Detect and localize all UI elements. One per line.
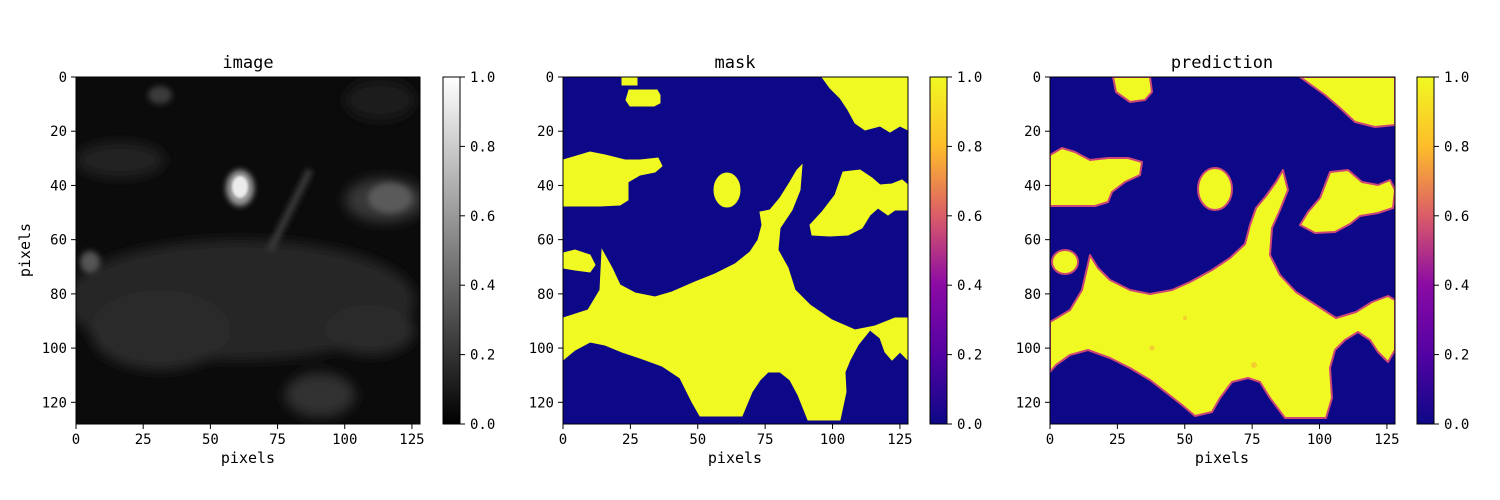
mask-x-tick-label: 50 [689,432,706,448]
prediction-y-tick-label: 60 [1024,233,1041,249]
prediction-x-tick-label: 125 [1374,432,1399,448]
image-y-tick-label: 40 [50,178,67,194]
image-y-axis-label: pixels [16,223,34,277]
image-y-tick-label: 80 [50,287,67,303]
image-colorbar-tick-label: 0.4 [470,278,495,294]
mask-heatmap [563,77,908,424]
mask-colorbar-tick-label: 0.0 [957,417,982,433]
mask-colorbar [929,76,948,425]
mask-y-tick-label: 100 [529,341,554,357]
mask-y-tick-label: 40 [537,178,554,194]
prediction-x-tick-label: 25 [1109,432,1126,448]
image-y-tick-label: 60 [50,233,67,249]
prediction-x-tick-label: 75 [1244,432,1261,448]
image-y-tick-label: 100 [42,341,67,357]
mask-panel: 0 25 50 75 100 125 0 20 40 60 80 100 120 mask pixels… [529,53,983,467]
image-colorbar-tick-label: 0.2 [470,348,495,364]
mask-colorbar-tick-label: 1.0 [957,70,982,86]
mask-y-tick-label: 0 [546,70,554,86]
prediction-colorbar-tick-label: 0.8 [1444,139,1469,155]
mask-y-tick-label: 60 [537,233,554,249]
prediction-y-tick-label: 120 [1016,395,1041,411]
image-colorbar-tick-label: 0.8 [470,139,495,155]
prediction-colorbar-tick-label: 0.4 [1444,278,1469,294]
image-x-tick-label: 25 [135,432,152,448]
mask-x-tick-label: 125 [887,432,912,448]
prediction-colorbar [1416,76,1435,425]
prediction-heatmap [1050,77,1395,424]
mask-x-tick-label: 0 [559,432,567,448]
prediction-x-tick-label: 0 [1046,432,1054,448]
image-x-tick-label: 0 [72,432,80,448]
prediction-x-axis-label: pixels [1195,449,1249,467]
image-colorbar [442,76,461,425]
mask-y-tick-label: 20 [537,124,554,140]
prediction-x-tick-label: 100 [1307,432,1332,448]
mask-title: mask [715,53,756,73]
image-x-tick-label: 100 [332,432,357,448]
prediction-colorbar-tick-label: 0.2 [1444,348,1469,364]
mask-colorbar-tick-label: 0.8 [957,139,982,155]
image-axes: 0 25 50 75 100 125 0 20 40 60 80 100 120 [42,70,425,448]
image-x-tick-label: 50 [202,432,219,448]
image-x-tick-label: 75 [269,432,286,448]
prediction-colorbar-tick-label: 0.0 [1444,417,1469,433]
image-title: image [222,53,273,73]
mask-x-tick-label: 100 [820,432,845,448]
mask-axes: 0 25 50 75 100 125 0 20 40 60 80 100 120 [529,70,913,448]
mask-colorbar-tick-label: 0.4 [957,278,982,294]
image-panel: 0 25 50 75 100 125 0 20 40 60 80 100 120 image pixel… [16,53,495,467]
image-y-tick-label: 0 [59,70,67,86]
mask-colorbar-tick-label: 0.2 [957,348,982,364]
image-colorbar-tick-label: 0.6 [470,209,495,225]
prediction-colorbar-ticks: 0.0 0.2 0.4 0.6 0.8 1.0 [1434,70,1469,433]
image-colorbar-tick-label: 0.0 [470,417,495,433]
mask-colorbar-ticks: 0.0 0.2 0.4 0.6 0.8 1.0 [947,70,982,433]
prediction-colorbar-tick-label: 1.0 [1444,70,1469,86]
mask-y-tick-label: 80 [537,287,554,303]
prediction-colorbar-tick-label: 0.6 [1444,209,1469,225]
prediction-y-tick-label: 20 [1024,124,1041,140]
image-colorbar-tick-label: 1.0 [470,70,495,86]
prediction-axes: 0 25 50 75 100 125 0 20 40 60 80 100 120 [1016,70,1400,448]
image-y-tick-label: 20 [50,124,67,140]
prediction-y-tick-label: 40 [1024,178,1041,194]
mask-x-tick-label: 75 [757,432,774,448]
prediction-title: prediction [1171,53,1273,73]
prediction-y-tick-label: 0 [1033,70,1041,86]
prediction-x-tick-label: 50 [1176,432,1193,448]
mask-colorbar-tick-label: 0.6 [957,209,982,225]
prediction-y-tick-label: 100 [1016,341,1041,357]
mask-x-tick-label: 25 [622,432,639,448]
mask-y-tick-label: 120 [529,395,554,411]
image-colorbar-ticks: 0.0 0.2 0.4 0.6 0.8 1.0 [460,70,495,433]
image-y-tick-label: 120 [42,395,67,411]
mask-x-axis-label: pixels [708,449,762,467]
image-x-axis-label: pixels [221,449,275,467]
image-x-tick-label: 125 [399,432,424,448]
prediction-y-tick-label: 80 [1024,287,1041,303]
image-heatmap [76,77,420,424]
